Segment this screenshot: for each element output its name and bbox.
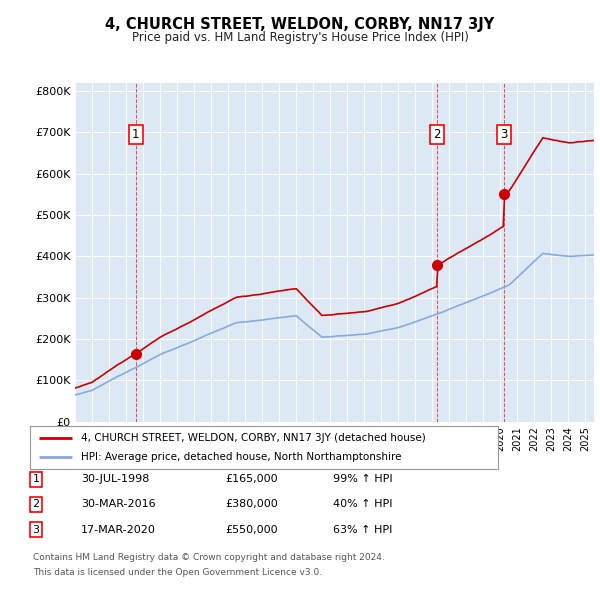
Text: Price paid vs. HM Land Registry's House Price Index (HPI): Price paid vs. HM Land Registry's House … — [131, 31, 469, 44]
Text: 40% ↑ HPI: 40% ↑ HPI — [333, 500, 392, 509]
Text: £550,000: £550,000 — [225, 525, 278, 535]
Text: 30-MAR-2016: 30-MAR-2016 — [81, 500, 155, 509]
Text: £165,000: £165,000 — [225, 474, 278, 484]
Text: 4, CHURCH STREET, WELDON, CORBY, NN17 3JY: 4, CHURCH STREET, WELDON, CORBY, NN17 3J… — [106, 17, 494, 31]
Text: £380,000: £380,000 — [225, 500, 278, 509]
Text: 4, CHURCH STREET, WELDON, CORBY, NN17 3JY (detached house): 4, CHURCH STREET, WELDON, CORBY, NN17 3J… — [82, 432, 426, 442]
Text: 99% ↑ HPI: 99% ↑ HPI — [333, 474, 392, 484]
Text: HPI: Average price, detached house, North Northamptonshire: HPI: Average price, detached house, Nort… — [82, 453, 402, 463]
Text: This data is licensed under the Open Government Licence v3.0.: This data is licensed under the Open Gov… — [33, 568, 322, 577]
Text: 17-MAR-2020: 17-MAR-2020 — [81, 525, 156, 535]
Text: 3: 3 — [500, 128, 508, 141]
Text: 2: 2 — [433, 128, 440, 141]
Text: 30-JUL-1998: 30-JUL-1998 — [81, 474, 149, 484]
Text: 2: 2 — [32, 500, 40, 509]
Text: 63% ↑ HPI: 63% ↑ HPI — [333, 525, 392, 535]
Text: Contains HM Land Registry data © Crown copyright and database right 2024.: Contains HM Land Registry data © Crown c… — [33, 553, 385, 562]
Text: 3: 3 — [32, 525, 40, 535]
Text: 1: 1 — [132, 128, 140, 141]
Text: 1: 1 — [32, 474, 40, 484]
